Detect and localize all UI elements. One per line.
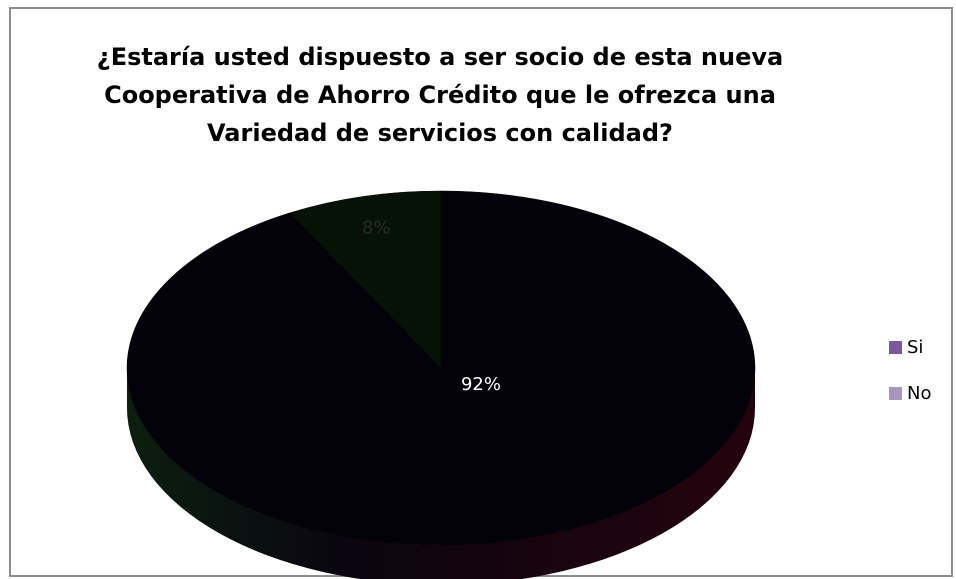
chart-title-line-1: ¿Estaría usted dispuesto a ser socio de … [96, 43, 784, 71]
chart-title-line-2: Cooperativa de Ahorro Crédito que le ofr… [104, 81, 776, 109]
chart-title-line-3: Variedad de servicios con calidad? [207, 119, 673, 147]
legend-item-no: No [889, 381, 949, 405]
legend-item-si: Si [889, 335, 949, 359]
pie-slice-no [289, 190, 442, 369]
legend-swatch-no [889, 386, 902, 400]
legend-label-no: No [907, 382, 932, 404]
data-label-si: 92% [461, 374, 501, 395]
chart-legend: Si No [889, 335, 949, 427]
legend-swatch-si [889, 340, 902, 354]
chart-title: ¿Estaría usted dispuesto a ser socio de … [60, 38, 820, 152]
pie-side-wall [127, 368, 755, 579]
legend-label-si: Si [907, 336, 924, 358]
data-label-no: 8% [362, 218, 391, 239]
